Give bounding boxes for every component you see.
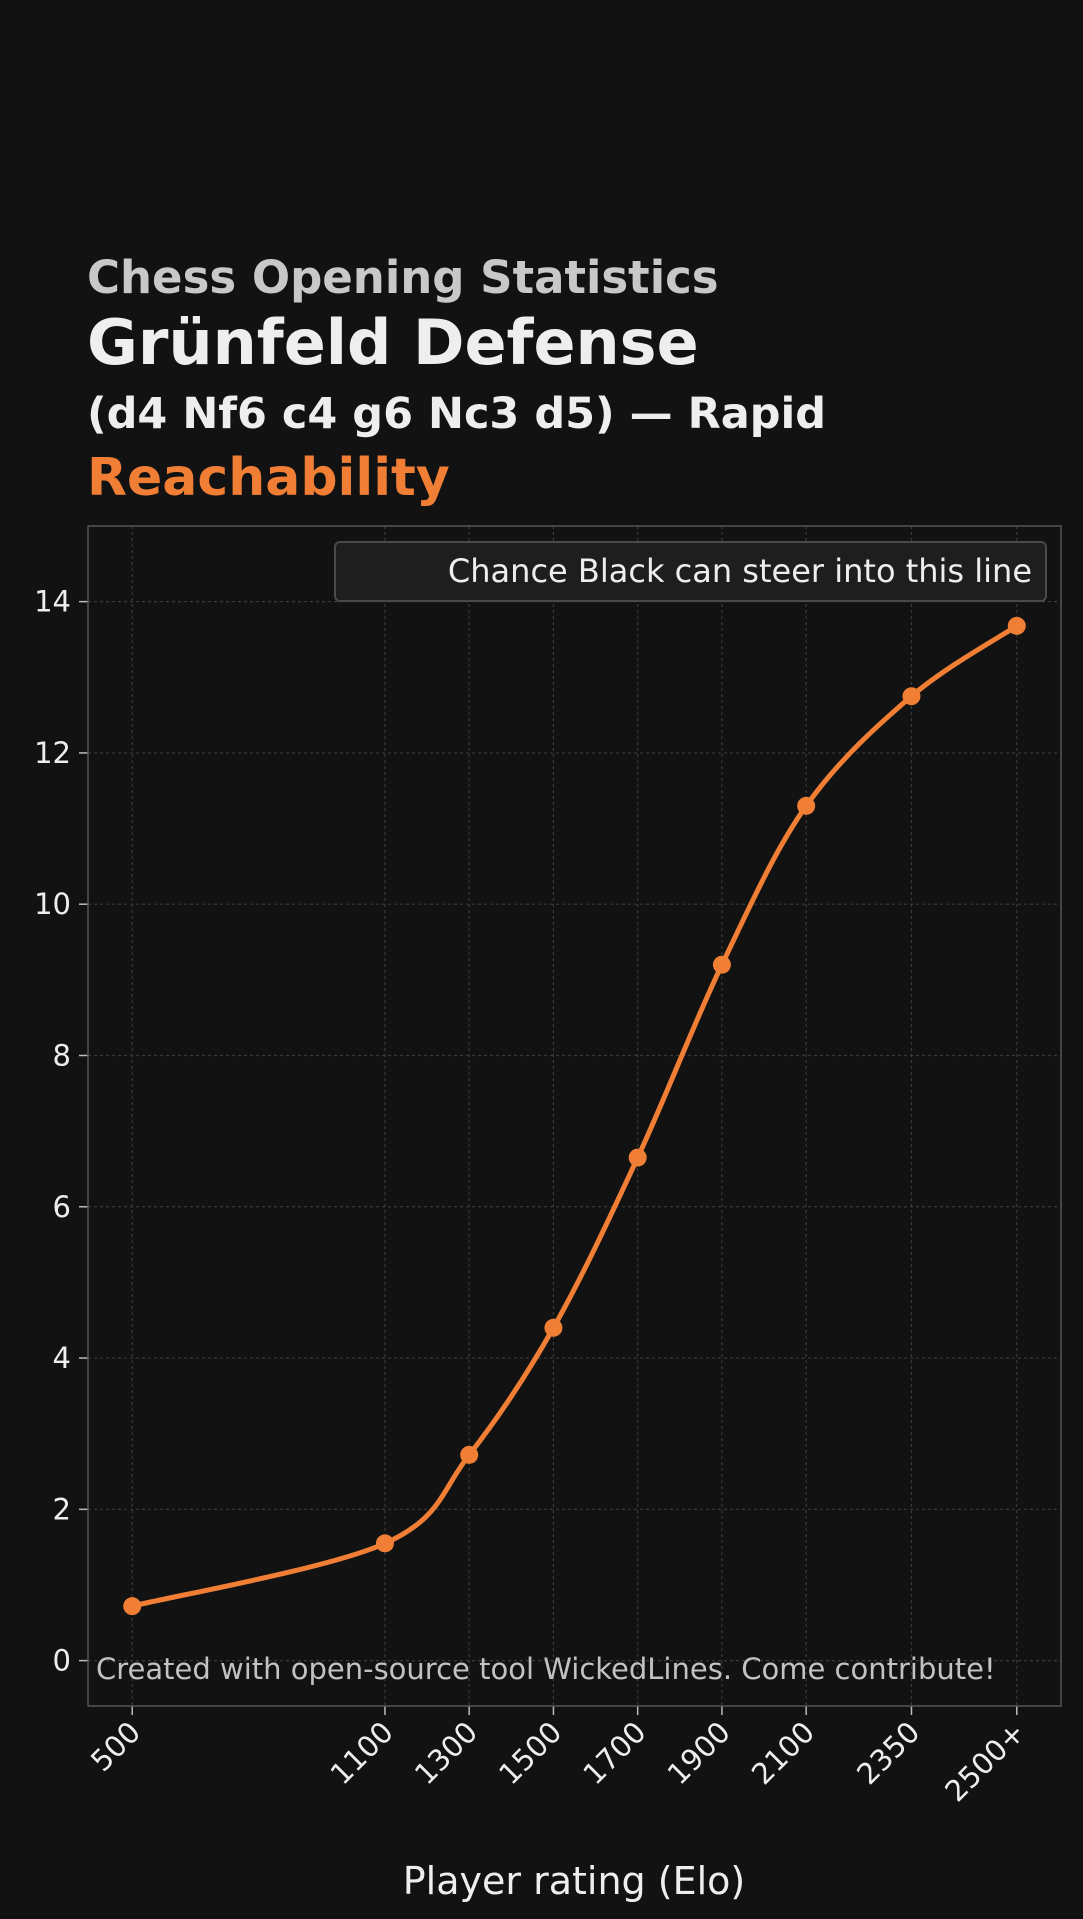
y-tick-label: 10 xyxy=(34,887,71,921)
legend-entry-label: Chance Black can steer into this line xyxy=(448,552,1032,590)
data-point xyxy=(123,1597,142,1616)
data-point xyxy=(460,1445,479,1464)
y-tick-label: 14 xyxy=(34,585,71,619)
legend: Chance Black can steer into this line xyxy=(334,541,1047,602)
y-tick-label: 4 xyxy=(53,1341,71,1375)
y-tick-label: 8 xyxy=(53,1038,71,1072)
plot-frame xyxy=(87,525,1062,1707)
kicker-title: Chess Opening Statistics xyxy=(87,251,719,304)
y-tick-label: 0 xyxy=(53,1644,71,1678)
data-point xyxy=(544,1318,563,1337)
metric-title: Reachability xyxy=(87,448,450,508)
data-point xyxy=(1007,616,1026,635)
data-point xyxy=(902,687,921,706)
series-layer xyxy=(123,616,1026,1616)
data-point xyxy=(375,1534,394,1553)
data-point xyxy=(797,796,816,815)
opening-title: Grünfeld Defense xyxy=(87,306,699,379)
moves-subtitle: (d4 Nf6 c4 g6 Nc3 d5) — Rapid xyxy=(87,389,826,439)
y-tick-label: 2 xyxy=(53,1492,71,1526)
watermark-annotation: Created with open-source tool WickedLine… xyxy=(96,1652,996,1686)
data-point xyxy=(628,1148,647,1167)
y-tick-label: 12 xyxy=(34,736,71,770)
data-point xyxy=(712,955,731,974)
y-tick-label: 6 xyxy=(53,1190,71,1224)
grid-lines xyxy=(88,526,1061,1706)
x-axis-label: Player rating (Elo) xyxy=(403,1859,745,1903)
legend-box xyxy=(334,541,1047,602)
